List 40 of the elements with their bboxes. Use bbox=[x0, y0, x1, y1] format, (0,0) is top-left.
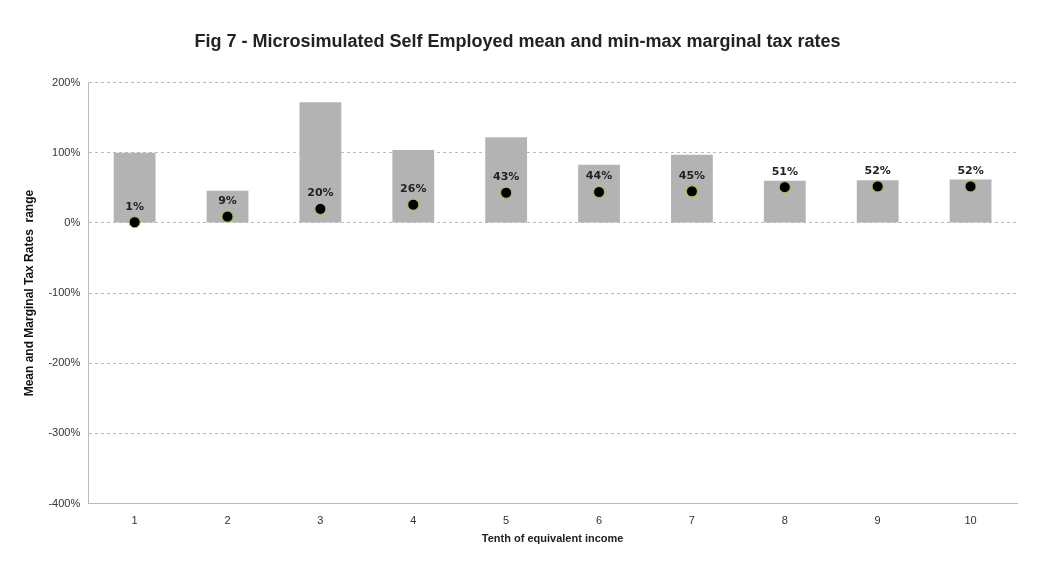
point bbox=[128, 216, 141, 229]
y-tick-label: -100% bbox=[48, 286, 81, 299]
data-label: 43% bbox=[492, 170, 520, 184]
x-tick-label: 1 bbox=[131, 514, 138, 527]
data-label: 20% bbox=[307, 186, 334, 200]
point bbox=[407, 198, 420, 211]
y-tick-label: 100% bbox=[52, 145, 81, 158]
point bbox=[964, 180, 977, 193]
y-tick-label: -400% bbox=[48, 496, 81, 509]
chart-title: Fig 7 - Microsimulated Self Employed mean and min-max marginal tax rates bbox=[194, 30, 841, 51]
x-axis-title: Tenth of equivalent income bbox=[481, 532, 624, 545]
data-label: 52% bbox=[957, 163, 984, 177]
x-tick-label: 2 bbox=[224, 514, 231, 527]
y-tick-label: 200% bbox=[52, 75, 81, 88]
y-tick-label: 0% bbox=[64, 215, 81, 228]
x-tick-label: 10 bbox=[964, 514, 977, 527]
data-label: 52% bbox=[864, 163, 891, 177]
data-label: 51% bbox=[771, 164, 798, 178]
x-tick-label: 4 bbox=[410, 514, 417, 527]
x-tick-label: 7 bbox=[688, 514, 695, 527]
data-label: 26% bbox=[400, 182, 427, 196]
y-tick-label: -300% bbox=[48, 426, 81, 439]
x-tick-label: 9 bbox=[874, 514, 881, 527]
data-label: 45% bbox=[678, 168, 706, 182]
data-label: 9% bbox=[218, 193, 237, 207]
point bbox=[593, 186, 606, 199]
point bbox=[685, 185, 698, 198]
data-label: 44% bbox=[585, 169, 613, 183]
point bbox=[221, 210, 234, 223]
x-tick-label: 5 bbox=[503, 514, 510, 527]
x-tick-label: 8 bbox=[781, 514, 788, 527]
point bbox=[314, 202, 327, 215]
point bbox=[500, 186, 513, 199]
y-axis-title: Mean and Marginal Tax Rates range bbox=[21, 189, 36, 397]
point bbox=[778, 181, 791, 194]
point bbox=[871, 180, 884, 193]
x-tick-label: 3 bbox=[317, 514, 324, 527]
x-tick-label: 6 bbox=[595, 514, 603, 527]
y-tick-label: -200% bbox=[48, 356, 81, 369]
data-label: 1% bbox=[125, 199, 144, 213]
